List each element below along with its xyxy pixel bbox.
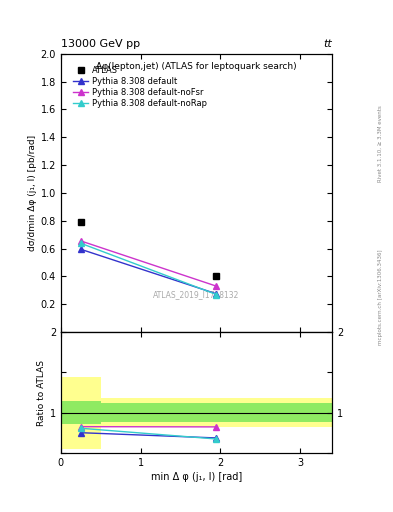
Bar [101, 398, 332, 428]
Pythia 8.308 default-noFsr [214, 283, 219, 289]
Text: Δφ(lepton,jet) (ATLAS for leptoquark search): Δφ(lepton,jet) (ATLAS for leptoquark sea… [96, 62, 297, 71]
Line: Pythia 8.308 default-noFsr: Pythia 8.308 default-noFsr [78, 238, 219, 289]
Pythia 8.308 default [214, 291, 219, 297]
X-axis label: min Δ φ (j₁, l) [rad]: min Δ φ (j₁, l) [rad] [151, 472, 242, 482]
Bar [61, 377, 101, 449]
ATLAS [79, 219, 83, 225]
Line: ATLAS: ATLAS [77, 219, 220, 280]
Text: ATLAS_2019_I1718132: ATLAS_2019_I1718132 [153, 290, 240, 298]
Pythia 8.308 default-noRap [214, 291, 219, 297]
Bar [61, 401, 101, 424]
Y-axis label: dσ/dmin Δφ (j₁, l) [pb/rad]: dσ/dmin Δφ (j₁, l) [pb/rad] [28, 135, 37, 251]
Line: Pythia 8.308 default: Pythia 8.308 default [78, 246, 219, 296]
Pythia 8.308 default [79, 246, 83, 252]
Text: tt: tt [323, 38, 332, 49]
Text: 13000 GeV pp: 13000 GeV pp [61, 38, 140, 49]
Legend: ATLAS, Pythia 8.308 default, Pythia 8.308 default-noFsr, Pythia 8.308 default-no: ATLAS, Pythia 8.308 default, Pythia 8.30… [70, 63, 210, 111]
Bar [101, 403, 332, 422]
Text: Rivet 3.1.10, ≥ 3.3M events: Rivet 3.1.10, ≥ 3.3M events [378, 105, 383, 182]
ATLAS [214, 273, 219, 280]
Pythia 8.308 default-noFsr [79, 238, 83, 244]
Pythia 8.308 default-noRap [79, 240, 83, 246]
Line: Pythia 8.308 default-noRap: Pythia 8.308 default-noRap [78, 241, 219, 297]
Y-axis label: Ratio to ATLAS: Ratio to ATLAS [37, 359, 46, 425]
Text: mcplots.cern.ch [arXiv:1306.3436]: mcplots.cern.ch [arXiv:1306.3436] [378, 249, 383, 345]
